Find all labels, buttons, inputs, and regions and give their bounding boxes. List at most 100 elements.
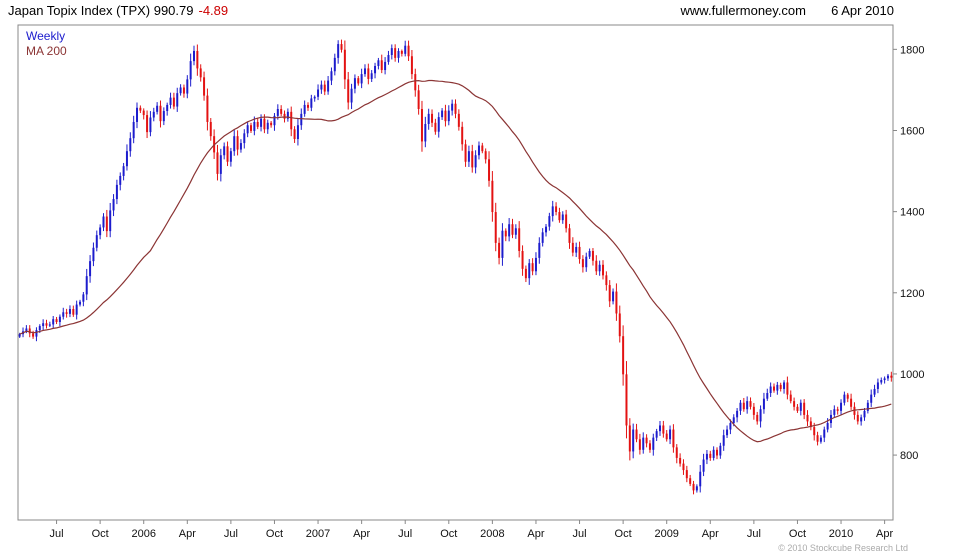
candle-body	[772, 386, 775, 391]
candle-body	[602, 264, 605, 276]
candle-body	[836, 409, 839, 411]
candle-body	[715, 449, 718, 456]
candle-body	[350, 88, 353, 103]
x-tick-label: Jul	[50, 528, 64, 540]
candle-body	[75, 304, 78, 315]
candle-body	[182, 87, 185, 94]
candle-body	[129, 138, 132, 152]
candle-body	[779, 384, 782, 389]
candle-body	[588, 250, 591, 257]
candle-body	[890, 375, 893, 378]
candle-body	[531, 263, 534, 272]
candle-body	[45, 323, 48, 326]
candle-body	[48, 324, 51, 326]
candle-body	[286, 111, 289, 119]
x-tick-label: Apr	[527, 528, 544, 540]
candle-body	[293, 129, 296, 140]
candle-body	[276, 108, 279, 116]
candle-body	[699, 471, 702, 487]
candle-body	[28, 328, 31, 334]
candle-body	[726, 429, 729, 436]
candle-body	[260, 118, 263, 127]
candle-body	[166, 104, 169, 112]
candle-body	[739, 402, 742, 411]
candle-body	[273, 115, 276, 126]
candle-body	[679, 457, 682, 464]
candle-body	[796, 406, 799, 411]
candle-body	[384, 61, 387, 71]
candle-body	[551, 206, 554, 217]
candle-body	[313, 96, 316, 99]
x-tick-label: Apr	[179, 528, 196, 540]
candle-body	[481, 145, 484, 152]
candle-body	[695, 486, 698, 491]
candle-body	[387, 55, 390, 62]
candle-body	[233, 136, 236, 152]
candle-body	[72, 309, 75, 315]
candle-body	[873, 388, 876, 395]
candle-body	[759, 409, 762, 422]
candle-body	[628, 425, 631, 452]
candle-body	[514, 228, 517, 235]
candle-body	[139, 107, 142, 111]
candle-body	[374, 65, 377, 74]
candle-body	[608, 285, 611, 302]
candle-body	[548, 216, 551, 227]
candle-body	[675, 447, 678, 458]
candle-body	[705, 453, 708, 460]
candle-body	[18, 334, 21, 337]
candle-body	[648, 443, 651, 450]
candle-body	[642, 437, 645, 450]
candle-body	[65, 312, 68, 314]
candle-body	[115, 184, 118, 200]
candle-body	[156, 105, 159, 112]
candle-body	[55, 319, 58, 322]
candle-body	[876, 382, 879, 389]
candle-body	[404, 45, 407, 54]
candle-body	[431, 113, 434, 123]
candle-body	[317, 89, 320, 97]
candle-body	[360, 74, 363, 84]
candle-body	[283, 113, 286, 119]
candle-body	[263, 118, 266, 130]
candle-body	[397, 50, 400, 58]
candle-body	[206, 95, 209, 122]
candle-body	[327, 80, 330, 92]
candle-body	[179, 87, 182, 94]
candle-body	[82, 294, 85, 302]
candle-body	[541, 232, 544, 243]
candle-body	[595, 260, 598, 272]
x-tick-label: Oct	[266, 528, 283, 540]
candle-body	[226, 146, 229, 162]
candle-body	[454, 103, 457, 114]
x-tick-label: Oct	[92, 528, 109, 540]
candle-body	[407, 45, 410, 57]
candle-body	[340, 44, 343, 50]
candle-body	[692, 483, 695, 491]
candle-body	[702, 459, 705, 472]
candle-body	[109, 210, 112, 232]
candle-body	[95, 235, 98, 248]
candle-body	[112, 199, 115, 211]
date-label: 6 Apr 2010	[831, 3, 894, 18]
candle-body	[682, 463, 685, 471]
candle-body	[786, 382, 789, 395]
candle-body	[162, 111, 165, 122]
candle-body	[776, 384, 779, 391]
candle-body	[659, 425, 662, 432]
candle-body	[85, 276, 88, 295]
candle-body	[417, 90, 420, 109]
candle-body	[598, 264, 601, 272]
candle-body	[229, 151, 232, 162]
candle-body	[196, 50, 199, 69]
candle-body	[152, 111, 155, 118]
candle-body	[789, 394, 792, 402]
candle-body	[752, 406, 755, 415]
candle-body	[474, 155, 477, 168]
candle-body	[219, 155, 222, 174]
candle-body	[558, 212, 561, 221]
website-label: www.fullermoney.com	[680, 3, 806, 18]
candle-body	[665, 433, 668, 440]
legend-weekly-label: Weekly	[26, 29, 66, 43]
candle-body	[669, 429, 672, 440]
